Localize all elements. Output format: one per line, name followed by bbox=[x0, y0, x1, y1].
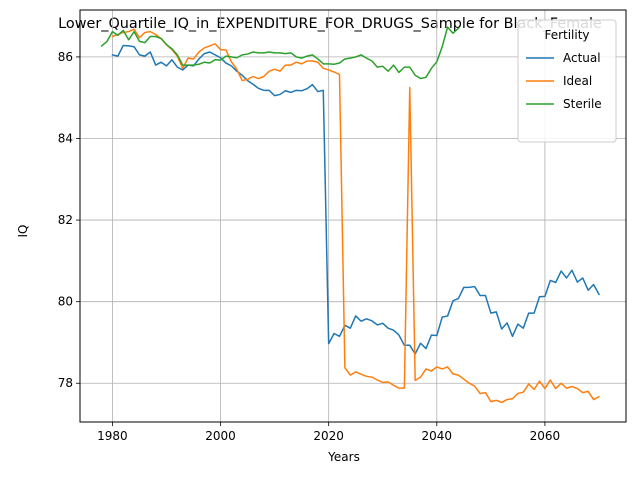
legend-label-sterile: Sterile bbox=[563, 97, 602, 111]
chart-title: Lower_Quartile_IQ_in_EXPENDITURE_FOR_DRU… bbox=[58, 16, 602, 32]
y-tick-label: 80 bbox=[58, 295, 73, 309]
legend-label-actual: Actual bbox=[563, 51, 601, 65]
axis-ticks: 1980 2000 2020 2040 2060 78 80 82 84 86 bbox=[58, 50, 560, 443]
x-tick-label: 2020 bbox=[313, 429, 344, 443]
y-tick-label: 86 bbox=[58, 50, 73, 64]
series-lines bbox=[100, 26, 600, 404]
legend: Fertility Actual Ideal Sterile bbox=[517, 19, 617, 143]
x-axis-label: Years bbox=[327, 450, 360, 464]
plot-frame bbox=[79, 9, 627, 423]
legend-label-ideal: Ideal bbox=[563, 74, 592, 88]
legend-title: Fertility bbox=[544, 28, 589, 42]
y-tick-label: 82 bbox=[58, 213, 73, 227]
series-line-sterile bbox=[100, 26, 460, 80]
legend-box bbox=[517, 19, 617, 143]
x-tick-label: 1980 bbox=[97, 429, 128, 443]
series-line-ideal bbox=[111, 28, 600, 404]
y-axis-label: IQ bbox=[16, 225, 30, 238]
y-tick-label: 84 bbox=[58, 131, 73, 145]
y-tick-label: 78 bbox=[58, 376, 73, 390]
x-tick-label: 2040 bbox=[422, 429, 453, 443]
x-tick-label: 2060 bbox=[530, 429, 561, 443]
x-tick-label: 2000 bbox=[205, 429, 236, 443]
series-line-actual bbox=[111, 44, 600, 355]
